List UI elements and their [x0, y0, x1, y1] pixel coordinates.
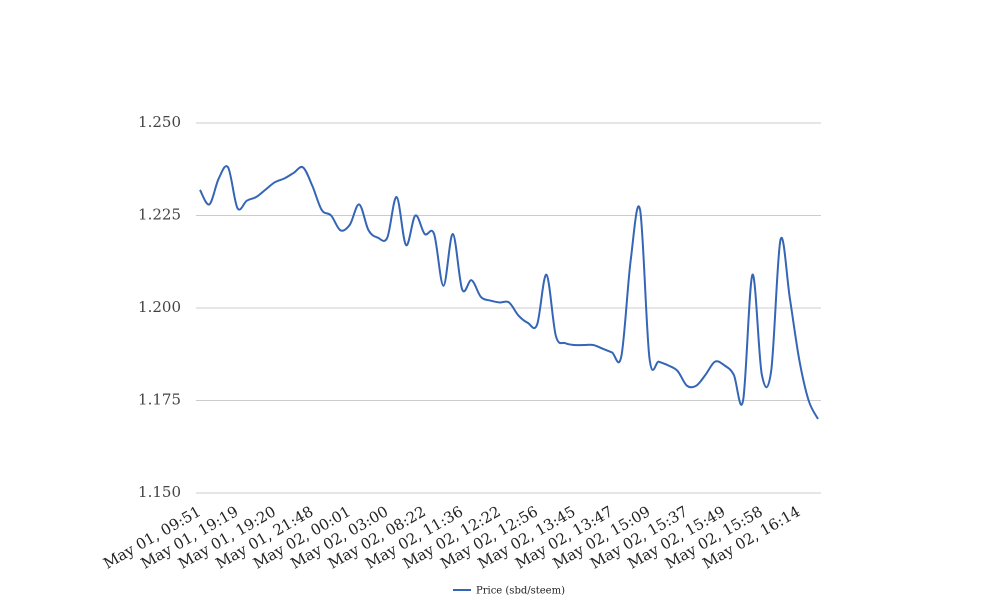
legend-label: Price (sbd/steem): [476, 586, 565, 597]
y-tick-label: 1.150: [138, 483, 181, 501]
price-line: [199, 165, 819, 420]
y-tick-label: 1.225: [138, 206, 181, 224]
y-tick-label: 1.200: [138, 298, 181, 316]
y-tick-label: 1.250: [138, 113, 181, 131]
y-tick-label: 1.175: [138, 391, 181, 409]
